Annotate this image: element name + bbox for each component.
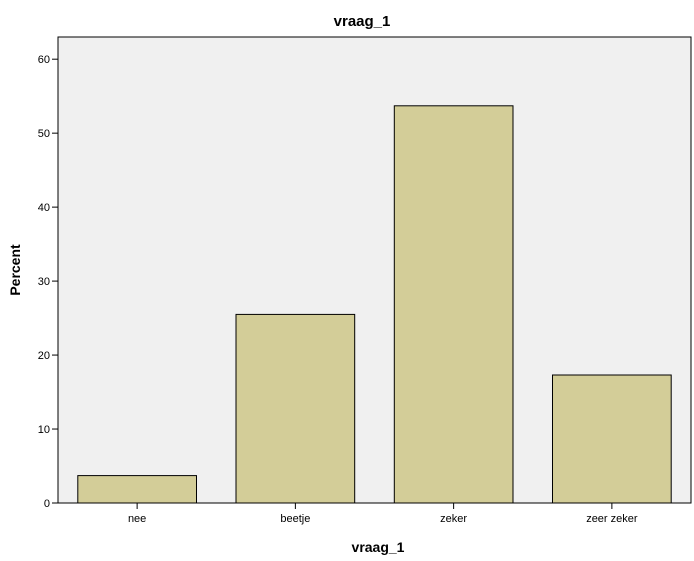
bar-beetje <box>235 313 356 504</box>
bar-nee <box>77 475 197 504</box>
y-axis: 0 10 20 30 40 50 60 <box>38 54 58 510</box>
bar-zeker <box>393 105 514 504</box>
y-tick-label: 0 <box>44 498 50 510</box>
x-tick-label: zeker <box>440 513 467 525</box>
y-tick-label: 30 <box>38 276 50 288</box>
bars-group <box>77 105 672 504</box>
y-tick-label: 50 <box>38 128 50 140</box>
y-tick-label: 60 <box>38 54 50 66</box>
x-tick-label: nee <box>128 513 146 525</box>
x-axis: nee beetje zeker zeer zeker <box>128 503 638 525</box>
y-tick-label: 20 <box>38 350 50 362</box>
bar-zeer-zeker <box>552 374 672 504</box>
y-tick-label: 40 <box>38 202 50 214</box>
x-axis-label: vraag_1 <box>352 539 405 555</box>
y-tick-label: 10 <box>38 424 50 436</box>
x-tick-label: beetje <box>280 513 310 525</box>
x-tick-label: zeer zeker <box>586 513 638 525</box>
y-axis-label: Percent <box>7 244 23 296</box>
chart-title: vraag_1 <box>334 13 391 30</box>
